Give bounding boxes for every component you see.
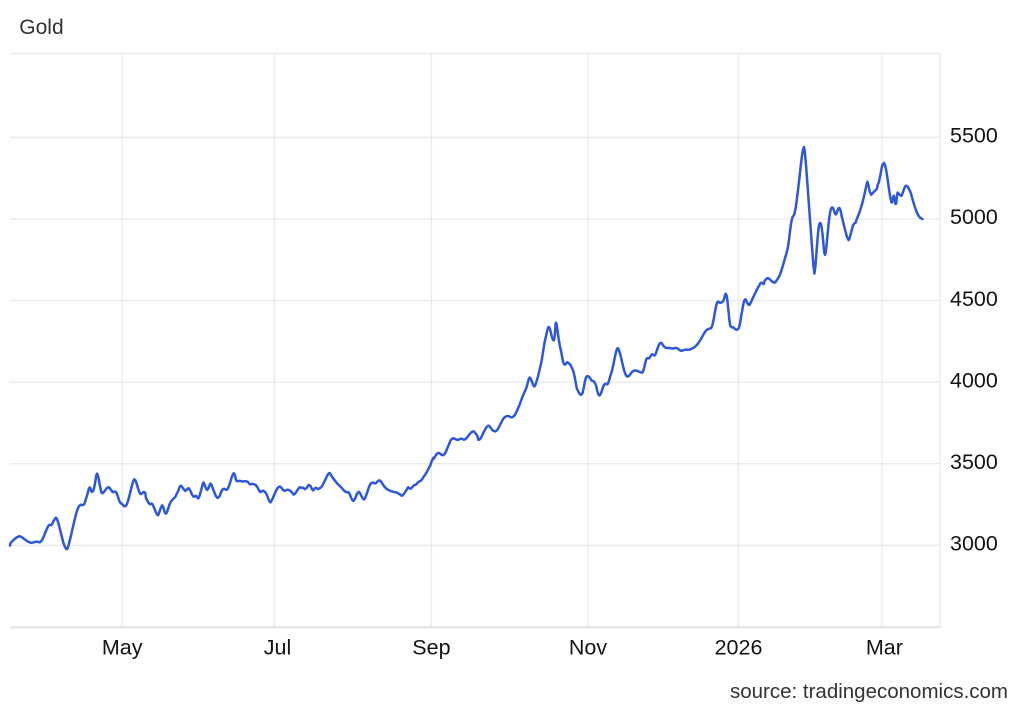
svg-text:3500: 3500 (950, 450, 998, 474)
svg-text:source: tradingeconomics.com: source: tradingeconomics.com (730, 680, 1008, 703)
svg-text:Nov: Nov (569, 636, 607, 660)
svg-text:5000: 5000 (950, 205, 998, 229)
svg-text:Sep: Sep (412, 636, 450, 660)
svg-text:4000: 4000 (950, 368, 998, 392)
svg-text:4500: 4500 (950, 287, 998, 311)
svg-text:Gold: Gold (19, 16, 63, 39)
svg-text:May: May (102, 636, 143, 660)
svg-text:5500: 5500 (950, 124, 998, 148)
svg-text:3000: 3000 (950, 532, 998, 556)
svg-text:Jul: Jul (264, 636, 291, 660)
svg-text:2026: 2026 (715, 636, 763, 660)
svg-text:Mar: Mar (866, 636, 903, 660)
